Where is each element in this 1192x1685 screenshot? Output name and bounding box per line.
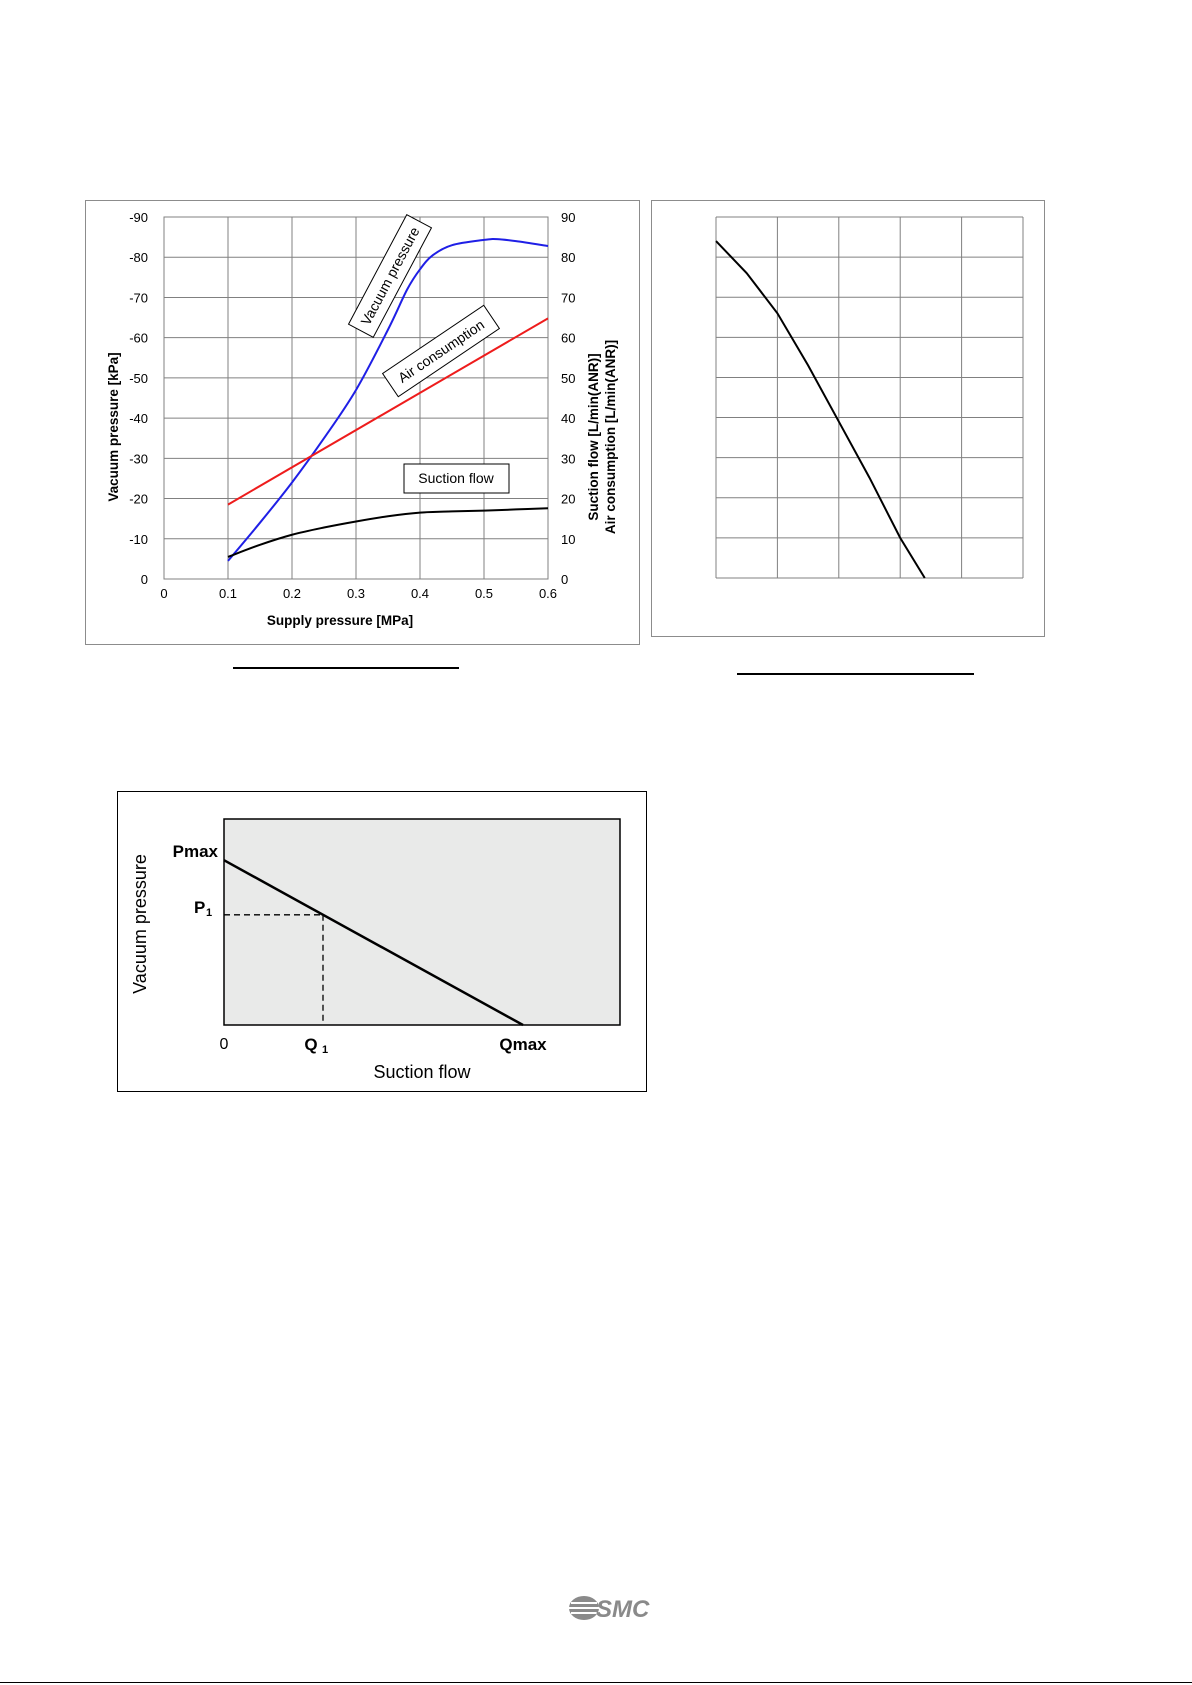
y-tick-label: -70 xyxy=(129,290,148,305)
y2-tick-label: 20 xyxy=(561,492,575,507)
y2-tick-label: 80 xyxy=(561,250,575,265)
series-line-vacuum-pressure xyxy=(227,238,549,562)
x-axis-title: Supply pressure [MPa] xyxy=(267,613,413,628)
callout-suction-flow: Suction flow xyxy=(403,463,510,494)
y2-tick-label: 40 xyxy=(561,411,575,426)
y-tick-label: 0 xyxy=(141,572,148,587)
conceptual-flow-chart: Pmax P 1 0 Q 1 Qmax Suction flow Vacuum … xyxy=(130,818,621,1082)
y2-tick-label: 0 xyxy=(561,572,568,587)
x-tick-q1: Q 1 xyxy=(304,1035,328,1056)
y2-tick-label: 30 xyxy=(561,451,575,466)
plot-area-background xyxy=(223,818,621,1026)
series-line-suction-flow xyxy=(227,507,549,558)
smc-logo-mark xyxy=(569,1596,599,1620)
y2-tick-label: 70 xyxy=(561,290,575,305)
svg-text:Air consumption: Air consumption xyxy=(395,316,487,385)
y-tick-label: -20 xyxy=(129,492,148,507)
x-tick-label: 0.1 xyxy=(219,586,237,601)
y-axis-title: Vacuum pressure xyxy=(130,854,150,994)
x-tick-label: 0.5 xyxy=(475,586,493,601)
y-tick-pmax: Pmax xyxy=(173,842,219,861)
plot-frame xyxy=(163,216,549,580)
exhaust-characteristics-panel: 0 0.1 0.2 0.3 0.4 0.5 0.6 0 -10 -20 -30 -40 -50 -60 -7… xyxy=(85,200,640,645)
x-tick-label: 0.6 xyxy=(539,586,557,601)
x-tick-zero: 0 xyxy=(220,1036,229,1053)
x-tick-label: 0.3 xyxy=(347,586,365,601)
y2-tick-label: 60 xyxy=(561,331,575,346)
svg-text:P: P xyxy=(194,898,205,917)
x-tick-qmax: Qmax xyxy=(499,1035,547,1054)
y-tick-label: -80 xyxy=(129,250,148,265)
series-line-air-consumption xyxy=(227,317,549,506)
flow-characteristics-panel xyxy=(651,200,1045,637)
svg-text:1: 1 xyxy=(206,907,212,919)
y-axis-title: Vacuum pressure [kPa] xyxy=(106,352,121,501)
smc-logo-text: SMC xyxy=(596,1596,650,1623)
x-tick-label: 0 xyxy=(160,586,167,601)
characteristic-line xyxy=(223,859,524,1027)
flow-characteristics-chart xyxy=(715,216,1024,579)
svg-text:1: 1 xyxy=(322,1044,328,1056)
y-tick-label: -30 xyxy=(129,451,148,466)
caption-underline-left xyxy=(233,667,459,669)
svg-text:Q: Q xyxy=(304,1035,317,1054)
y2-tick-label: 50 xyxy=(561,371,575,386)
callout-vacuum-pressure: Vacuum pressure xyxy=(347,214,433,338)
series-line-flow xyxy=(715,240,926,579)
y-tick-label: -50 xyxy=(129,371,148,386)
y2-tick-label: 10 xyxy=(561,532,575,547)
y-tick-label: -10 xyxy=(129,532,148,547)
svg-text:Vacuum pressure: Vacuum pressure xyxy=(357,224,422,328)
y2-axis-title-suction-flow: Suction flow [L/min(ANR)] xyxy=(586,353,601,520)
svg-text:Suction flow: Suction flow xyxy=(418,470,494,486)
y2-axis-title-air-consumption: Air consumption [L/min(ANR)] xyxy=(603,340,618,534)
y-tick-label: -90 xyxy=(129,210,148,225)
caption-underline-right xyxy=(737,673,974,675)
y-tick-p1: P 1 xyxy=(194,898,212,919)
exhaust-characteristics-chart: 0 0.1 0.2 0.3 0.4 0.5 0.6 0 -10 -20 -30 -40 -50 -60 -7… xyxy=(106,210,618,628)
smc-logo: SMC xyxy=(569,1596,650,1623)
conceptual-flow-chart-panel: Pmax P 1 0 Q 1 Qmax Suction flow Vacuum … xyxy=(117,791,647,1092)
x-tick-label: 0.2 xyxy=(283,586,301,601)
y-tick-label: -40 xyxy=(129,411,148,426)
callout-air-consumption: Air consumption xyxy=(381,304,501,398)
y2-tick-label: 90 xyxy=(561,210,575,225)
y-tick-label: -60 xyxy=(129,331,148,346)
page-bottom-rule xyxy=(0,1682,1192,1683)
x-axis-title: Suction flow xyxy=(373,1062,471,1082)
x-tick-label: 0.4 xyxy=(411,586,429,601)
